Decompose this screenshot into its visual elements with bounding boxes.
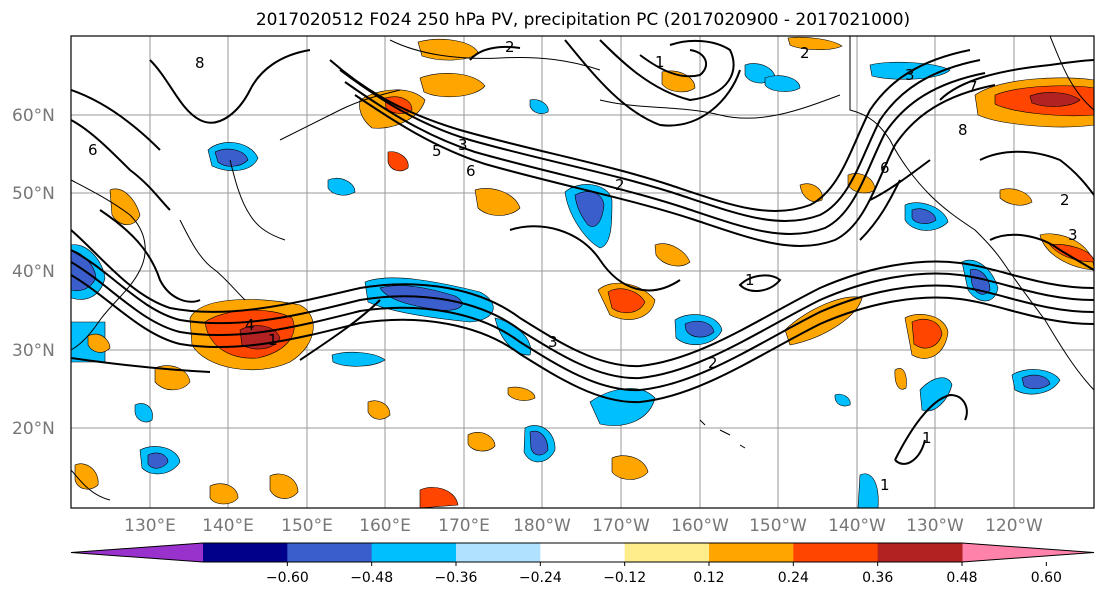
lon-label: 140°E bbox=[202, 516, 254, 536]
map-frame bbox=[71, 36, 1094, 508]
lon-label: 130°E bbox=[124, 516, 176, 536]
colorbar-segment bbox=[540, 543, 626, 562]
pv-contours bbox=[71, 39, 1094, 465]
colorbar-tick-label: −0.36 bbox=[435, 570, 478, 586]
gridlines bbox=[71, 36, 1094, 508]
colorbar-tick-label: −0.60 bbox=[266, 570, 309, 586]
contour-label: 1 bbox=[745, 271, 755, 289]
lon-label: 160°E bbox=[359, 516, 411, 536]
lon-label: 180°W bbox=[513, 516, 571, 536]
lon-label: 150°W bbox=[749, 516, 807, 536]
contour-label: 8 bbox=[958, 121, 968, 139]
contour-label: 6 bbox=[466, 162, 476, 180]
contour-label: 6 bbox=[88, 141, 98, 159]
lon-label: 140°W bbox=[828, 516, 886, 536]
latitude-labels: 60°N 50°N 40°N 30°N 20°N bbox=[12, 106, 55, 439]
colorbar-tick-label: −0.12 bbox=[603, 570, 646, 586]
figure-title: 2017020512 F024 250 hPa PV, precipitatio… bbox=[256, 10, 910, 30]
contour-label: 7 bbox=[968, 78, 978, 96]
contour-label: 1 bbox=[655, 53, 665, 71]
contour-label: 1 bbox=[268, 331, 278, 349]
colorbar-segment bbox=[371, 543, 457, 562]
map-content: 2 8 6 3 5 6 2 1 4 1 3 2 1 2 6 8 7 3 1 2 … bbox=[71, 36, 1094, 508]
colorbar: −0.60 −0.48 −0.36 −0.24 −0.12 0.12 0.24 0.36 0.4… bbox=[70, 542, 1095, 586]
lon-label: 130°W bbox=[906, 516, 964, 536]
precipitation-shading bbox=[71, 36, 1094, 508]
longitude-labels: 130°E 140°E 150°E 160°E 170°E 180°W 170°… bbox=[124, 516, 1043, 536]
lon-label: 160°W bbox=[671, 516, 729, 536]
colorbar-tick-label: 0.12 bbox=[693, 570, 724, 586]
contour-label: 8 bbox=[195, 54, 205, 72]
contour-label: 2 bbox=[615, 176, 625, 194]
contour-label: 3 bbox=[458, 136, 468, 154]
coastlines bbox=[71, 36, 1094, 501]
contour-label: 6 bbox=[880, 159, 890, 177]
contour-label: 2 bbox=[708, 354, 718, 372]
colorbar-segment bbox=[456, 543, 541, 562]
colorbar-extend-low bbox=[71, 543, 203, 562]
colorbar-tick-label: 0.36 bbox=[862, 570, 893, 586]
lat-label: 30°N bbox=[12, 341, 55, 361]
map-border bbox=[70, 35, 1095, 509]
colorbar-tick-label: 0.60 bbox=[1031, 570, 1062, 586]
contour-labels: 2 8 6 3 5 6 2 1 4 1 3 2 1 2 6 8 7 3 1 2 … bbox=[88, 38, 1078, 494]
contour-label: 5 bbox=[432, 142, 442, 160]
colorbar-segment bbox=[709, 543, 794, 562]
contour-label: 1 bbox=[922, 429, 932, 447]
lon-label: 170°W bbox=[592, 516, 650, 536]
contour-label: 3 bbox=[548, 333, 558, 351]
colorbar-segment bbox=[287, 543, 373, 562]
lon-label: 150°E bbox=[281, 516, 333, 536]
colorbar-tick-label: −0.24 bbox=[519, 570, 562, 586]
lat-label: 50°N bbox=[12, 184, 55, 204]
contour-label: 1 bbox=[880, 476, 890, 494]
colorbar-segment bbox=[877, 543, 963, 562]
lon-label: 170°E bbox=[438, 516, 490, 536]
colorbar-outline bbox=[70, 542, 1095, 563]
lon-label: 120°W bbox=[985, 516, 1043, 536]
contour-label: 4 bbox=[245, 316, 255, 334]
lat-label: 40°N bbox=[12, 262, 55, 282]
colorbar-extend-high bbox=[962, 543, 1094, 562]
colorbar-segment bbox=[793, 543, 879, 562]
colorbar-segment bbox=[624, 543, 710, 562]
contour-label: 3 bbox=[1068, 226, 1078, 244]
contour-label: 2 bbox=[800, 44, 810, 62]
contour-label: 3 bbox=[905, 66, 915, 84]
contour-label: 2 bbox=[1060, 191, 1070, 209]
lat-label: 60°N bbox=[12, 106, 55, 126]
colorbar-segment bbox=[203, 543, 288, 562]
colorbar-tick-label: −0.48 bbox=[350, 570, 393, 586]
colorbar-tick-label: 0.24 bbox=[778, 570, 809, 586]
lat-label: 20°N bbox=[12, 419, 55, 439]
contour-label: 2 bbox=[505, 38, 515, 56]
colorbar-tick-label: 0.48 bbox=[946, 570, 977, 586]
